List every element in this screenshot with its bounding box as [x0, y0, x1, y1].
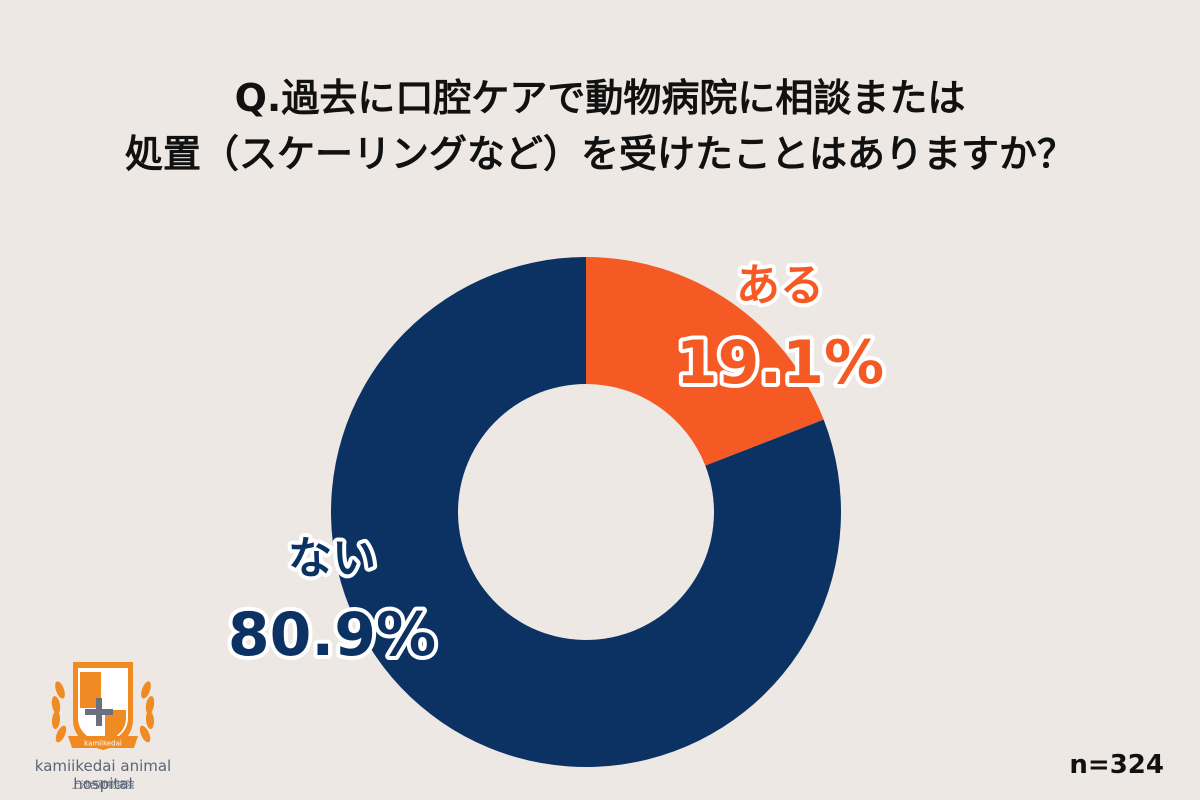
slice-label-yes: ある — [736, 260, 824, 311]
title-line-2: 処置（スケーリングなど）を受けたことはありますか？ — [124, 132, 1075, 176]
sample-size-label: n=324 — [1069, 750, 1164, 780]
slice-label-no: ない — [288, 533, 376, 584]
donut-slice-yes — [586, 257, 824, 466]
slice-value-no: 80.9% — [228, 600, 436, 670]
logo-text: kamiikedai animal hospital — [34, 757, 172, 793]
logo-emblem-icon: kamiikedai — [51, 662, 155, 750]
slice-value-yes: 19.1% — [676, 328, 884, 398]
chart-title: Q.過去に口腔ケアで動物病院に相談または 処置（スケーリングなど）を受けたことは… — [0, 70, 1200, 182]
svg-text:kamiikedai: kamiikedai — [84, 740, 122, 748]
donut-slice-no — [331, 257, 841, 767]
logo-subtext: 上池台動物病院 — [71, 781, 135, 791]
hospital-logo: kamiikedai kamiikedai animal hospital 上池… — [8, 650, 198, 795]
title-line-1: Q.過去に口腔ケアで動物病院に相談または — [234, 76, 966, 120]
